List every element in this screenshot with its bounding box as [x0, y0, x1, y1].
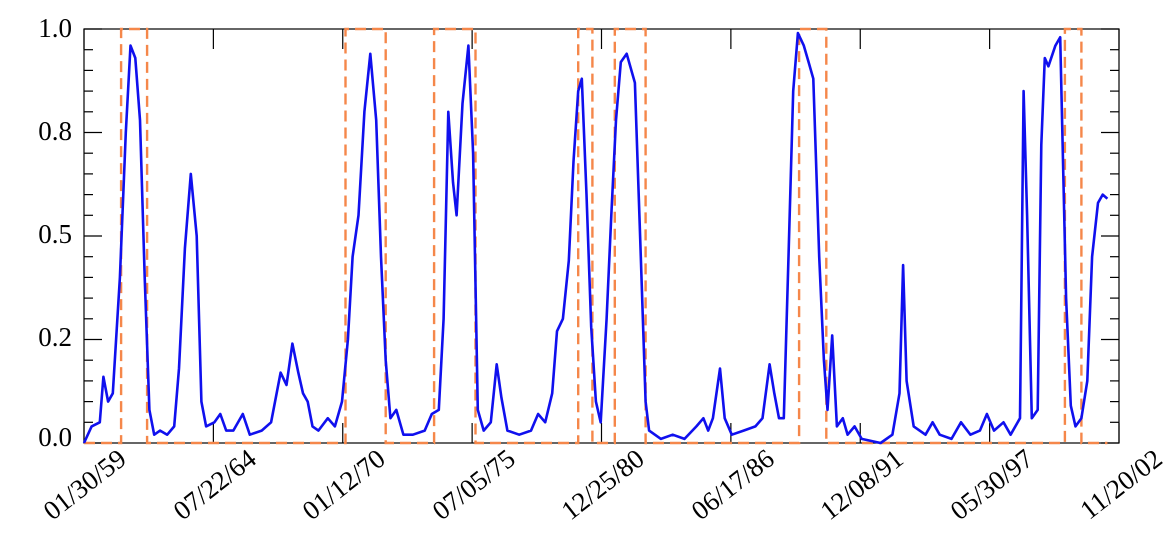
x-tick-label: 07/22/64	[168, 443, 263, 526]
y-tick-label: 1.0	[38, 13, 72, 43]
x-tick-label: 12/08/91	[815, 443, 909, 526]
x-tick-label: 01/30/59	[38, 443, 132, 526]
x-tick-label: 12/25/80	[556, 443, 650, 526]
y-axis-labels: 0.0 0.2 0.5 0.8 1.0	[38, 13, 72, 452]
probability-series-line	[82, 31, 1109, 445]
x-axis-labels: 01/30/59 07/22/64 01/12/70 07/05/75 12/2…	[38, 443, 1168, 526]
x-tick-label: 05/30/97	[945, 443, 1039, 526]
x-tick-label: 11/20/02	[1074, 443, 1167, 525]
y-tick-label: 0.0	[38, 422, 72, 452]
y-axis-ticks	[84, 28, 1119, 444]
y-tick-label: 0.5	[38, 219, 72, 249]
y-tick-label: 0.2	[38, 322, 72, 352]
regime-indicator-series-line	[84, 27, 1108, 445]
series-layer	[82, 27, 1109, 445]
x-tick-label: 07/05/75	[427, 443, 521, 526]
x-tick-label: 06/17/86	[686, 443, 780, 526]
x-axis-ticks	[83, 29, 1120, 443]
y-tick-label: 0.8	[38, 116, 72, 146]
plot-frame	[83, 28, 1120, 444]
x-tick-label: 01/12/70	[297, 443, 391, 526]
